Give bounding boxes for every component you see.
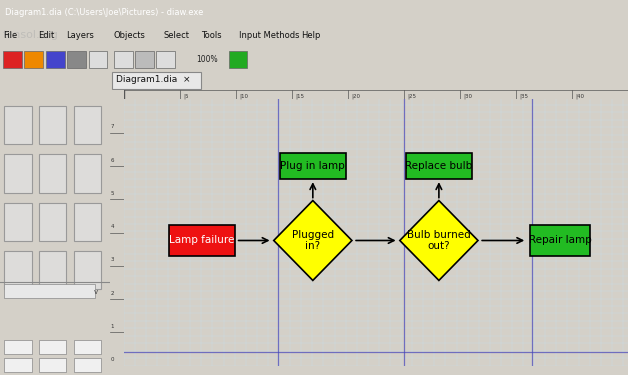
Text: Diagram1.dia  ×: Diagram1.dia × — [116, 75, 191, 84]
Text: Objects: Objects — [113, 31, 145, 40]
FancyBboxPatch shape — [46, 51, 65, 68]
Text: Help: Help — [301, 31, 321, 40]
FancyBboxPatch shape — [4, 251, 32, 289]
Text: |40: |40 — [575, 94, 584, 99]
Text: tensol.org: tensol.org — [3, 30, 59, 39]
FancyBboxPatch shape — [39, 154, 67, 193]
Text: Layers: Layers — [66, 31, 94, 40]
FancyBboxPatch shape — [406, 153, 472, 179]
Text: Replace bulb: Replace bulb — [405, 161, 472, 171]
Text: Tools: Tools — [201, 31, 222, 40]
Text: 4: 4 — [111, 224, 114, 229]
Text: Diagram1.dia (C:\Users\Joe\Pictures) - diaw.exe: Diagram1.dia (C:\Users\Joe\Pictures) - d… — [5, 8, 203, 16]
Text: Bulb burned
out?: Bulb burned out? — [407, 230, 471, 251]
FancyBboxPatch shape — [73, 106, 101, 144]
FancyBboxPatch shape — [156, 51, 175, 68]
FancyBboxPatch shape — [73, 202, 101, 241]
FancyBboxPatch shape — [24, 51, 43, 68]
Text: Lamp failure: Lamp failure — [169, 236, 235, 246]
FancyBboxPatch shape — [114, 51, 133, 68]
Text: Edit: Edit — [38, 31, 54, 40]
FancyBboxPatch shape — [39, 251, 67, 289]
Text: 6: 6 — [111, 158, 114, 163]
Text: |15: |15 — [295, 94, 304, 99]
FancyBboxPatch shape — [4, 154, 32, 193]
Text: 7: 7 — [111, 124, 114, 129]
Text: 1: 1 — [111, 324, 114, 329]
FancyBboxPatch shape — [39, 202, 67, 241]
Text: v: v — [94, 289, 97, 295]
FancyBboxPatch shape — [39, 340, 67, 354]
FancyBboxPatch shape — [4, 358, 32, 372]
Polygon shape — [274, 201, 352, 280]
FancyBboxPatch shape — [4, 284, 94, 298]
Text: File: File — [3, 31, 18, 40]
FancyBboxPatch shape — [73, 340, 101, 354]
Text: Input Methods: Input Methods — [239, 31, 299, 40]
FancyBboxPatch shape — [4, 106, 32, 144]
Text: Repair lamp: Repair lamp — [529, 236, 592, 246]
FancyBboxPatch shape — [529, 225, 590, 256]
FancyBboxPatch shape — [280, 153, 345, 179]
Text: 5: 5 — [111, 191, 114, 196]
FancyBboxPatch shape — [4, 202, 32, 241]
Text: |25: |25 — [407, 94, 416, 99]
FancyBboxPatch shape — [112, 72, 200, 89]
Text: |10: |10 — [239, 94, 248, 99]
Text: 2: 2 — [111, 291, 114, 296]
Text: Plug in lamp: Plug in lamp — [281, 161, 345, 171]
Polygon shape — [400, 201, 478, 280]
Text: Plugged
in?: Plugged in? — [292, 230, 334, 251]
FancyBboxPatch shape — [67, 51, 86, 68]
Text: |30: |30 — [463, 94, 472, 99]
FancyBboxPatch shape — [229, 51, 247, 68]
Text: |35: |35 — [519, 94, 528, 99]
Text: |5: |5 — [183, 94, 188, 99]
FancyBboxPatch shape — [39, 106, 67, 144]
FancyBboxPatch shape — [3, 51, 22, 68]
FancyBboxPatch shape — [73, 154, 101, 193]
FancyBboxPatch shape — [73, 358, 101, 372]
FancyBboxPatch shape — [73, 251, 101, 289]
FancyBboxPatch shape — [4, 340, 32, 354]
Text: 100%: 100% — [196, 55, 217, 63]
Text: 0: 0 — [111, 357, 114, 362]
FancyBboxPatch shape — [169, 225, 235, 256]
FancyBboxPatch shape — [39, 358, 67, 372]
FancyBboxPatch shape — [89, 51, 107, 68]
Text: |20: |20 — [351, 94, 360, 99]
FancyBboxPatch shape — [135, 51, 154, 68]
Text: Select: Select — [163, 31, 189, 40]
Text: 3: 3 — [111, 258, 114, 262]
